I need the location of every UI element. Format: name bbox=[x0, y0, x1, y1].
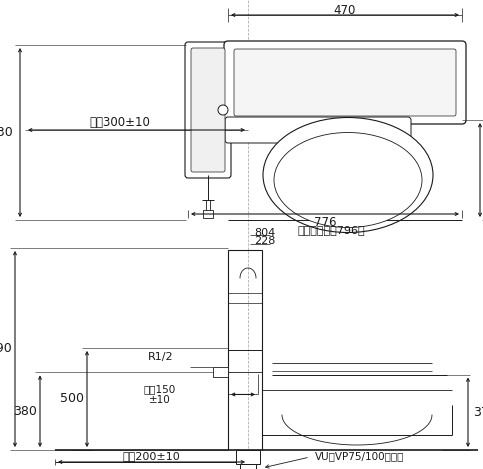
Text: VU・VP75/100塩ビ管: VU・VP75/100塩ビ管 bbox=[315, 451, 404, 461]
Text: ±10: ±10 bbox=[149, 395, 171, 406]
Text: 500: 500 bbox=[60, 393, 84, 406]
FancyBboxPatch shape bbox=[225, 117, 411, 143]
FancyBboxPatch shape bbox=[191, 48, 225, 172]
Text: 排氼200±10: 排氼200±10 bbox=[123, 451, 180, 461]
Text: 380: 380 bbox=[13, 405, 37, 418]
Text: 776: 776 bbox=[314, 215, 336, 228]
Text: 990: 990 bbox=[0, 342, 12, 356]
Text: 330: 330 bbox=[0, 126, 13, 139]
Bar bbox=[213, 368, 228, 378]
Text: R1/2: R1/2 bbox=[148, 353, 173, 363]
Text: （便器先端：796）: （便器先端：796） bbox=[298, 225, 366, 235]
FancyBboxPatch shape bbox=[234, 49, 456, 116]
Circle shape bbox=[218, 105, 228, 115]
Text: 給氼150: 給氼150 bbox=[144, 385, 176, 394]
Text: 470: 470 bbox=[334, 5, 356, 17]
Text: 228: 228 bbox=[254, 236, 275, 246]
FancyBboxPatch shape bbox=[185, 42, 231, 178]
Bar bbox=[240, 464, 256, 469]
Bar bbox=[236, 450, 260, 464]
Ellipse shape bbox=[263, 118, 433, 233]
Ellipse shape bbox=[274, 133, 422, 227]
Bar bbox=[203, 210, 213, 218]
Text: 370: 370 bbox=[473, 406, 483, 419]
Text: 給氼300±10: 給氼300±10 bbox=[89, 115, 150, 129]
FancyBboxPatch shape bbox=[224, 41, 466, 124]
Text: 804: 804 bbox=[254, 228, 275, 238]
